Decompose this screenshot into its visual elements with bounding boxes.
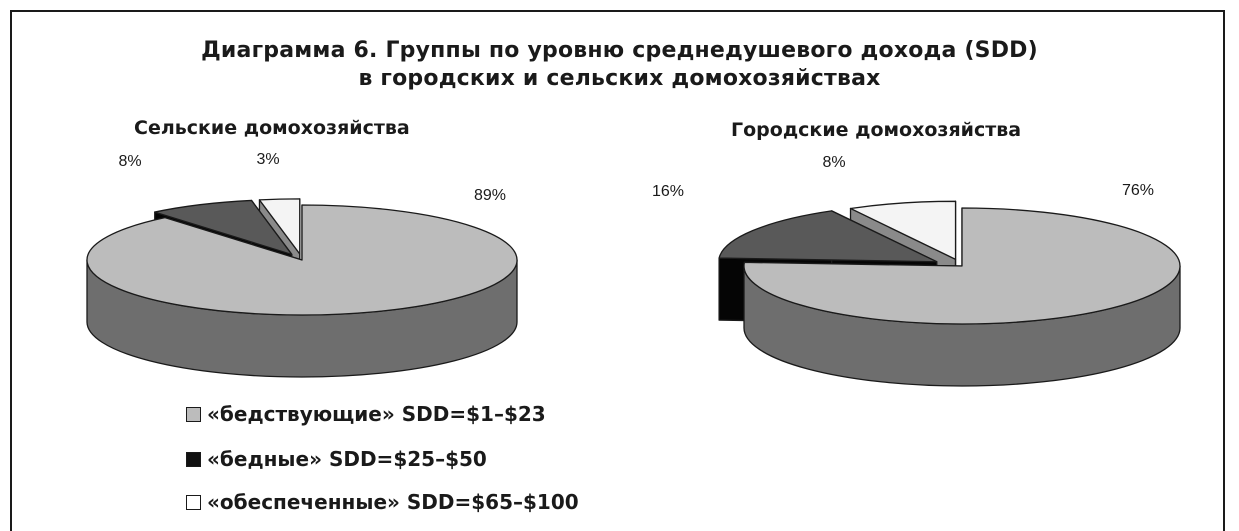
chart-title-line-2: в городских и сельских домохозяйствах [358,66,881,91]
urban-slice-top-poor [718,210,938,263]
urban-slice-distressed [743,207,1181,387]
rural-label-distressed: 89% [474,187,506,204]
rural-slice-top-distressed [86,204,518,316]
legend-label-wealthy: «обеспеченные» SDD=$65–$100 [207,490,579,514]
rural-pie-title: Сельские домохозяйства [134,117,410,139]
legend-swatch-distressed [186,406,201,422]
urban-pie: 76% 16% 8% [652,154,1181,387]
urban-slice-top-wealthy [849,200,957,260]
legend-item-wealthy: «обеспеченные» SDD=$65–$100 [186,490,579,514]
legend-swatch-poor [186,451,201,467]
rural-label-poor: 8% [118,153,141,170]
chart-frame [10,10,1225,531]
legend-item-distressed: «бедствующие» SDD=$1–$23 [186,402,546,426]
rural-label-wealthy: 3% [256,151,279,168]
legend-label-distressed: «бедствующие» SDD=$1–$23 [207,402,546,426]
urban-label-distressed: 76% [1122,182,1154,199]
urban-label-poor: 16% [652,183,684,200]
urban-label-wealthy: 8% [822,154,845,171]
legend-item-poor: «бедные» SDD=$25–$50 [186,447,487,471]
rural-slice-top-wealthy [258,198,301,255]
rural-pie: 89% 8% 3% [86,151,518,378]
legend-swatch-wealthy [186,494,201,510]
chart-title-line-1: Диаграмма 6. Группы по уровню среднедуше… [201,38,1038,63]
rural-slice-distressed [86,204,518,378]
rural-slice-top-poor [154,199,293,256]
urban-slice-top-distressed [743,207,1181,325]
legend-label-poor: «бедные» SDD=$25–$50 [207,447,487,471]
urban-pie-title: Городские домохозяйства [731,119,1022,141]
